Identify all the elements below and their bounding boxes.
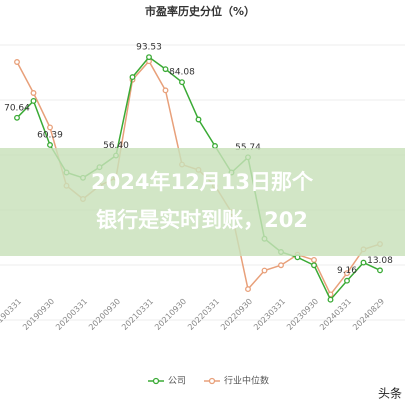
point: [278, 262, 284, 269]
data-label: 56.40: [103, 141, 129, 151]
point: [14, 114, 20, 121]
point: [245, 286, 251, 293]
legend-marker: [152, 377, 160, 385]
point: [344, 270, 350, 277]
point: [47, 142, 53, 148]
data-label: 13.08: [367, 256, 393, 266]
point: [311, 262, 317, 269]
point: [327, 296, 334, 303]
point: [162, 87, 169, 94]
overlay-banner: [0, 148, 405, 256]
point: [212, 143, 218, 149]
point: [162, 66, 169, 73]
data-label: 93.53: [136, 43, 162, 53]
chart-title: 市盈率历史分位（%）: [145, 4, 255, 18]
data-label: 70.64: [4, 103, 30, 113]
point: [14, 59, 20, 65]
point: [311, 257, 317, 263]
point: [179, 79, 185, 86]
point: [146, 54, 152, 61]
point: [47, 124, 53, 131]
point: [30, 90, 37, 96]
data-label: 55.74: [235, 143, 261, 153]
point: [30, 97, 37, 104]
point: [261, 267, 268, 274]
data-label: 60.39: [37, 130, 63, 140]
overlay-text: 2024年12月13日那个: [91, 170, 314, 194]
point: [377, 267, 383, 274]
legend-marker: [208, 377, 216, 385]
point: [195, 116, 202, 123]
overlay-text: 银行是实时到账，202: [96, 208, 308, 232]
point: [360, 259, 367, 266]
point: [344, 277, 350, 284]
legend-label: 公司: [168, 376, 186, 387]
legend-label: 行业中位数: [224, 375, 269, 387]
point: [129, 74, 136, 81]
data-label: 84.08: [169, 68, 195, 78]
watermark: 头条: [378, 387, 402, 401]
data-label: 9.16: [337, 266, 357, 276]
